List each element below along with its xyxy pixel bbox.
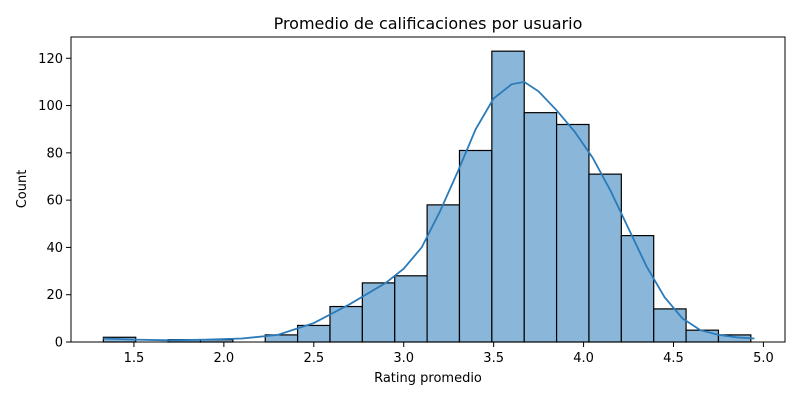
y-tick-label: 120 — [38, 52, 63, 67]
kde-curve — [103, 80, 755, 342]
histogram-bar — [620, 235, 655, 343]
histogram-bar — [588, 173, 622, 343]
x-tick-label: 3.5 — [483, 351, 504, 366]
bars-group — [102, 50, 752, 343]
chart-title: Promedio de calificaciones por usuario — [274, 14, 583, 33]
x-axis: 1.5 2.0 2.5 3.0 3.5 4.0 4.5 5.0 — [124, 342, 774, 366]
x-tick-label: 2.5 — [303, 351, 324, 366]
histogram-bar — [361, 282, 396, 343]
x-tick-label: 1.5 — [124, 351, 145, 366]
histogram-bar — [458, 149, 493, 343]
histogram-bar — [523, 112, 558, 343]
histogram-bar — [685, 329, 720, 343]
x-tick-label: 5.0 — [753, 351, 774, 366]
plot-frame — [70, 36, 786, 343]
x-tick-label: 3.0 — [393, 351, 414, 366]
histogram-bar — [653, 308, 687, 343]
y-tick-label: 0 — [55, 336, 63, 351]
y-tick-label: 100 — [38, 99, 63, 114]
histogram-bar — [491, 50, 525, 343]
y-tick-label: 80 — [46, 146, 63, 161]
x-tick-label: 2.0 — [214, 351, 235, 366]
x-axis-title: Rating promedio — [374, 371, 482, 386]
x-tick-label: 4.5 — [663, 351, 684, 366]
y-tick-label: 40 — [46, 241, 63, 256]
y-tick-label: 60 — [46, 194, 63, 209]
y-axis: 0 20 40 60 80 100 120 — [38, 52, 71, 351]
x-tick-label: 4.0 — [573, 351, 594, 366]
histogram-bar — [394, 275, 428, 343]
y-axis-title: Count — [15, 170, 30, 209]
histogram-bar — [555, 123, 590, 343]
y-tick-label: 20 — [46, 288, 63, 303]
histogram-bar — [297, 324, 331, 343]
